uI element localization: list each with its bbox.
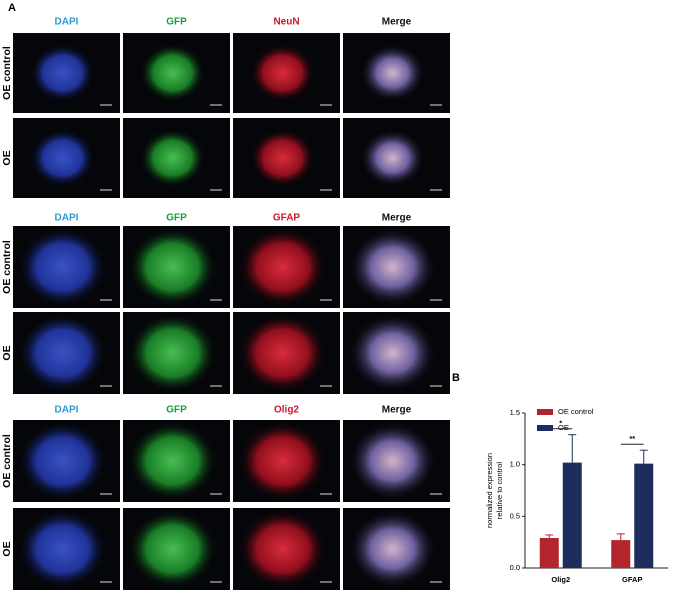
cell-cluster bbox=[18, 227, 107, 307]
channel-header: DAPI bbox=[55, 213, 79, 224]
bar bbox=[562, 462, 582, 568]
row-label: OE bbox=[1, 150, 13, 165]
channel-header: DAPI bbox=[55, 405, 79, 416]
row-label: OE control bbox=[1, 46, 13, 100]
y-axis-label: relative to control bbox=[495, 462, 504, 519]
row-label: OE bbox=[1, 541, 13, 556]
channel-header: GFP bbox=[166, 17, 187, 28]
cell-cluster bbox=[238, 421, 327, 501]
cell-cluster bbox=[348, 227, 437, 307]
row-label: OE control bbox=[1, 240, 13, 294]
channel-header: Merge bbox=[382, 405, 412, 416]
legend-label: OE control bbox=[558, 407, 594, 416]
cell-cluster bbox=[18, 509, 107, 589]
significance-label: ** bbox=[629, 434, 635, 443]
panel-label: B bbox=[452, 372, 460, 384]
cell-cluster bbox=[250, 129, 315, 187]
cell-cluster bbox=[348, 421, 437, 501]
channel-header: GFAP bbox=[273, 213, 301, 224]
cell-cluster bbox=[128, 421, 217, 501]
y-axis-label: normalized expression bbox=[485, 453, 494, 528]
cell-cluster bbox=[238, 227, 327, 307]
cell-cluster bbox=[360, 129, 425, 187]
cell-cluster bbox=[18, 421, 107, 501]
cell-cluster bbox=[250, 44, 315, 102]
cell-cluster bbox=[128, 313, 217, 393]
x-tick-label: GFAP bbox=[622, 575, 642, 584]
cell-cluster bbox=[128, 509, 217, 589]
channel-header: GFP bbox=[166, 213, 187, 224]
cell-cluster bbox=[348, 509, 437, 589]
cell-cluster bbox=[238, 313, 327, 393]
cell-cluster bbox=[238, 509, 327, 589]
cell-cluster bbox=[140, 129, 205, 187]
channel-header: NeuN bbox=[273, 17, 299, 28]
legend-label: OE bbox=[558, 423, 569, 432]
row-label: OE control bbox=[1, 434, 13, 488]
bar bbox=[539, 538, 559, 568]
panel-label: A bbox=[8, 2, 16, 14]
y-tick-label: 1.0 bbox=[510, 460, 520, 469]
bar bbox=[611, 540, 631, 568]
channel-header: GFP bbox=[166, 405, 187, 416]
legend-swatch bbox=[537, 425, 553, 431]
cell-cluster bbox=[18, 313, 107, 393]
cell-cluster bbox=[360, 44, 425, 102]
cell-cluster bbox=[128, 227, 217, 307]
channel-header: DAPI bbox=[55, 17, 79, 28]
cell-cluster bbox=[30, 44, 95, 102]
cell-cluster bbox=[30, 129, 95, 187]
y-tick-label: 0.5 bbox=[510, 511, 520, 520]
cell-cluster bbox=[348, 313, 437, 393]
bar bbox=[634, 463, 654, 568]
y-tick-label: 0.0 bbox=[510, 563, 520, 572]
significance-label: * bbox=[559, 419, 562, 428]
channel-header: Olig2 bbox=[274, 405, 299, 416]
legend-swatch bbox=[537, 409, 553, 415]
channel-header: Merge bbox=[382, 17, 412, 28]
channel-header: Merge bbox=[382, 213, 412, 224]
x-tick-label: Olig2 bbox=[551, 575, 570, 584]
row-label: OE bbox=[1, 345, 13, 360]
cell-cluster bbox=[140, 44, 205, 102]
y-tick-label: 1.5 bbox=[510, 408, 520, 417]
